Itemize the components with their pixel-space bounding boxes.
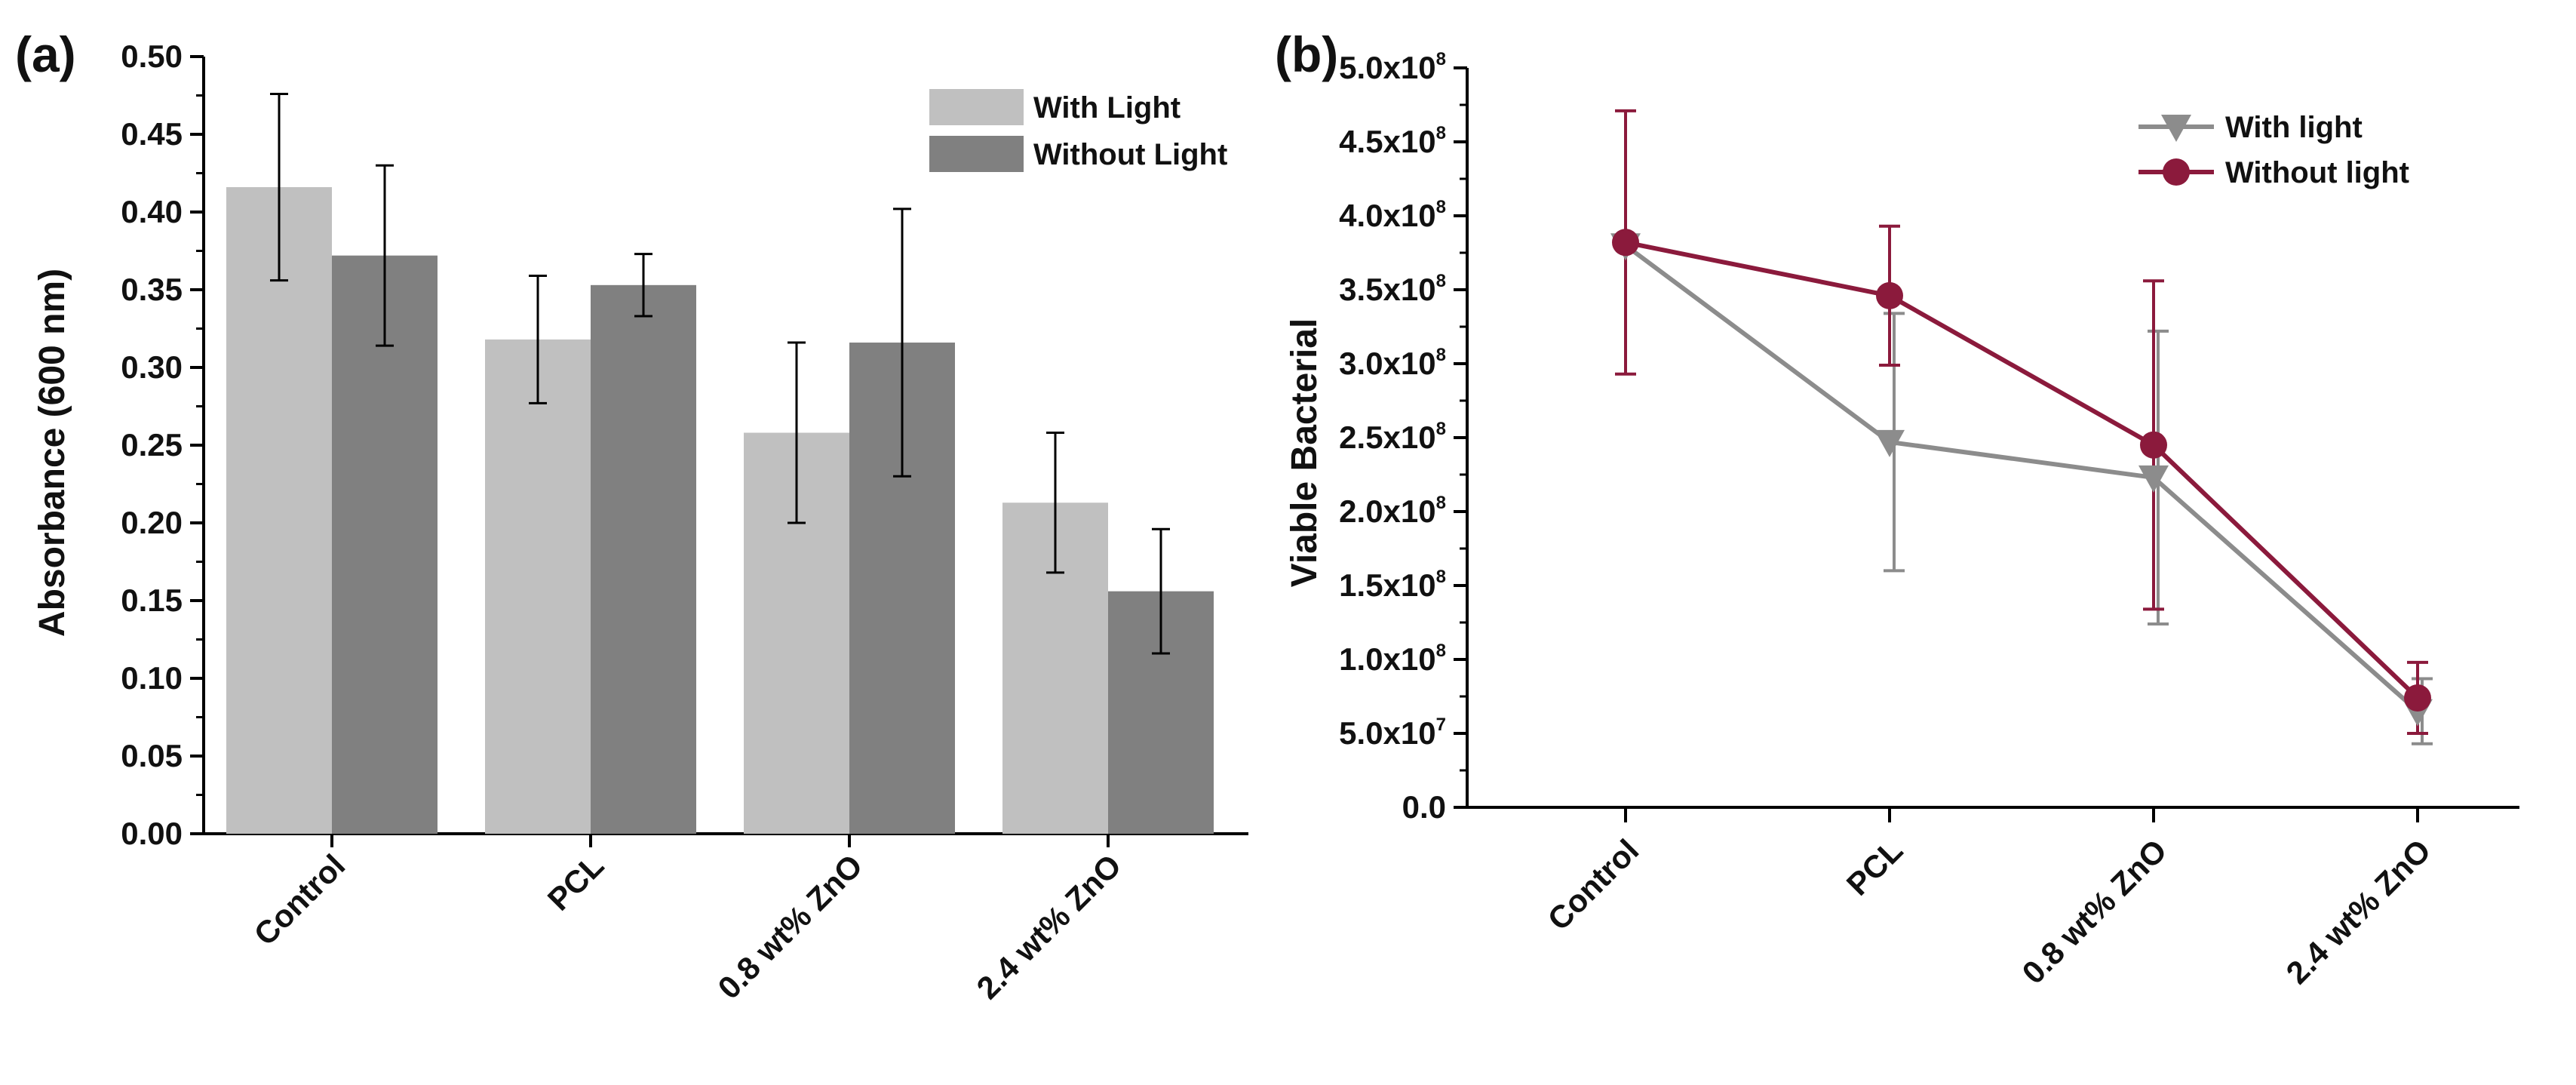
legend-swatch [929,136,1024,172]
y-tick-label: 0.25 [121,427,183,463]
x-category-label: PCL [1840,832,1910,902]
bar [332,255,438,834]
y-axis-title: Viable Bacterial [1285,318,1325,588]
y-tick-label-exponent: 8 [1436,419,1446,439]
x-category-label: 2.4 wt% ZnO [970,847,1128,1006]
series-line [1625,240,2420,700]
y-tick-label-base: 0.0 [1402,789,1446,825]
data-point [2404,684,2431,712]
y-tick-label-exponent: 8 [1436,567,1446,587]
panel-b-line-chart: (b) 0.05.0x1071.0x1081.5x1082.0x1082.5x1… [1275,26,2519,991]
y-axis-title: Absorbance (600 nm) [32,269,72,637]
y-tick-label: 5.0x108 [1339,49,1446,85]
y-tick-label-exponent: 8 [1436,345,1446,365]
legend-label: With light [2225,111,2363,144]
x-category-label: Control [1541,832,1646,937]
x-category-label: 0.8 wt% ZnO [2016,832,2174,991]
data-point [1874,429,1905,457]
legend-label: With Light [1033,91,1181,124]
legend-marker [2163,158,2190,186]
data-point [1612,229,1639,257]
y-tick-label: 4.5x108 [1339,123,1446,159]
series-line [1624,243,2419,713]
x-category-label: PCL [541,847,611,917]
data-point [2138,465,2169,493]
y-tick-label-base: 3.0x10 [1339,346,1435,381]
legend-label: Without light [2225,156,2409,189]
y-tick-label-exponent: 8 [1436,123,1446,143]
bar [226,187,332,834]
panel-b-label: (b) [1275,26,1338,82]
y-tick-label-exponent: 8 [1436,49,1446,69]
y-tick-label: 0.45 [121,116,183,152]
y-tick-label: 3.5x108 [1339,271,1446,307]
y-tick-label: 0.35 [121,272,183,307]
y-tick-label-exponent: 7 [1436,715,1446,735]
data-point [1876,281,1903,309]
panel-a-label: (a) [15,26,76,82]
bar [485,339,591,834]
y-tick-label-base: 4.0x10 [1339,198,1435,233]
legend-swatch [929,89,1024,125]
y-tick-label: 0.05 [121,738,183,773]
y-tick-label-base: 2.0x10 [1339,493,1435,529]
y-tick-label: 0.30 [121,349,183,385]
x-category-label: Control [247,847,352,952]
y-tick-label: 0.40 [121,194,183,229]
y-tick-label-base: 1.0x10 [1339,641,1435,677]
y-tick-label: 0.10 [121,660,183,696]
y-tick-label-exponent: 8 [1436,271,1446,291]
y-tick-label-base: 4.5x10 [1339,124,1435,159]
bar [591,284,696,834]
y-tick-label-exponent: 8 [1436,493,1446,513]
y-tick-label: 3.0x108 [1339,345,1446,381]
y-tick-label: 1.5x108 [1339,567,1446,603]
y-tick-label: 0.50 [121,38,183,74]
y-tick-label-exponent: 8 [1436,641,1446,661]
y-tick-label-exponent: 8 [1436,197,1446,217]
y-tick-label: 0.15 [121,582,183,618]
y-tick-label: 0.20 [121,505,183,540]
y-tick-label: 4.0x108 [1339,197,1446,233]
y-tick-label: 2.0x108 [1339,493,1446,529]
panel-a-bar-chart: (a) 0.00 0.05 0.10 0.15 0.20 0.25 0.30 0.35 0.40… [15,26,1248,1006]
y-tick-label: 5.0x107 [1339,715,1446,751]
x-category-label: 0.8 wt% ZnO [711,847,870,1006]
legend-marker [2161,115,2191,142]
y-tick-label: 0.00 [121,816,183,851]
x-category-label: 2.4 wt% ZnO [2280,832,2438,991]
y-tick-label: 0.0 [1402,789,1446,825]
y-tick-label-base: 5.0x10 [1339,50,1435,85]
y-tick-label: 2.5x108 [1339,419,1446,455]
y-tick-label-base: 3.5x10 [1339,272,1435,307]
y-tick-label: 1.0x108 [1339,641,1446,677]
legend-label: Without Light [1033,138,1227,171]
data-point [2140,431,2167,459]
y-tick-label-base: 5.0x10 [1339,715,1435,751]
y-tick-label-base: 2.5x10 [1339,420,1435,455]
y-tick-label-base: 1.5x10 [1339,567,1435,603]
